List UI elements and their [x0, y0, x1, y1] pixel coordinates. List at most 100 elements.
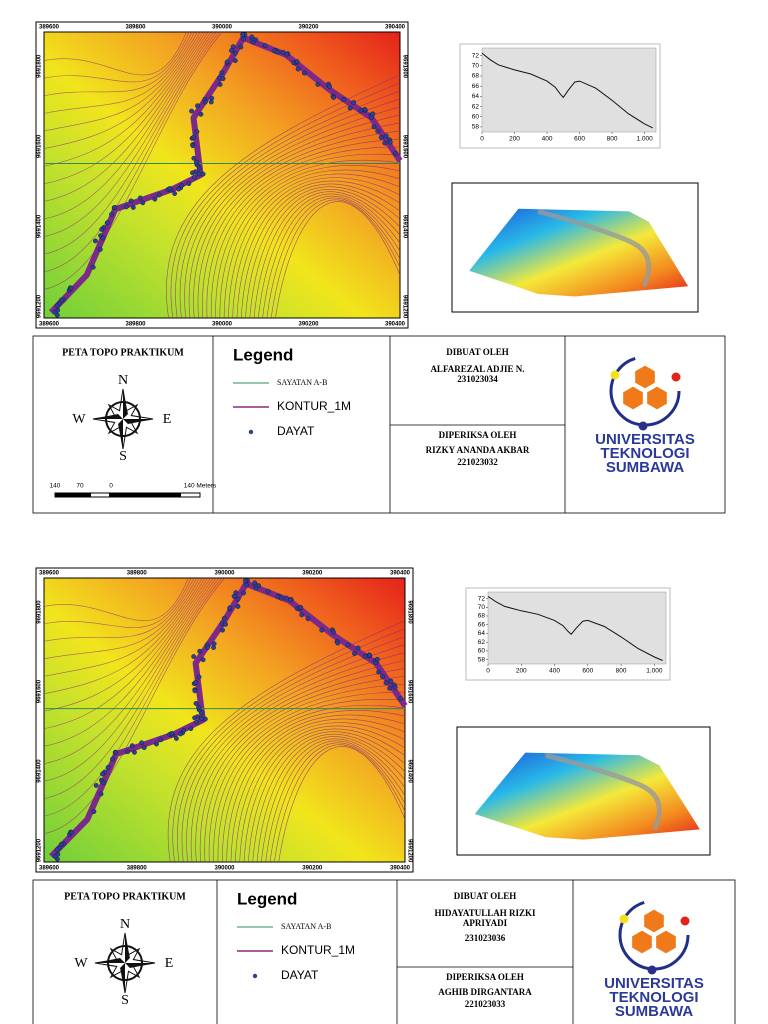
contour-line [262, 195, 401, 319]
survey-point [387, 685, 393, 691]
survey-point [211, 645, 216, 650]
survey-point [97, 247, 103, 252]
y-tick-label: 60 [478, 648, 486, 655]
survey-point [198, 111, 204, 117]
y-tick-label: 70 [472, 63, 480, 70]
survey-point [299, 612, 305, 618]
x-tick-label: 0 [486, 668, 490, 675]
survey-point [109, 211, 115, 217]
survey-point [125, 749, 130, 755]
contour-line [248, 731, 406, 863]
compass-n: N [118, 373, 128, 388]
survey-point [305, 616, 311, 622]
y-tick-label: 70 [478, 604, 486, 611]
survey-point [371, 124, 377, 130]
x-tick-label: 200 [516, 668, 527, 675]
survey-point [227, 605, 233, 611]
map-x-label: 389800 [127, 571, 148, 577]
survey-point [90, 264, 96, 270]
river [48, 34, 403, 315]
contour-line [236, 180, 401, 319]
contour-line [195, 668, 406, 863]
survey-point [280, 49, 286, 55]
map-x-label: 389600 [39, 571, 60, 577]
survey-point [193, 159, 199, 165]
survey-point [68, 285, 74, 291]
map-y-label: 9691800 [37, 54, 43, 78]
contour-line [43, 31, 206, 185]
map-x-label: 390400 [390, 571, 411, 577]
survey-point [193, 679, 199, 685]
map-x-label: 389800 [125, 25, 146, 31]
survey-point [278, 595, 284, 601]
survey-point [235, 596, 241, 602]
compass-e: E [165, 956, 174, 971]
survey-point [129, 743, 135, 749]
survey-point [196, 704, 201, 710]
survey-point [241, 36, 247, 42]
survey-point [202, 716, 208, 722]
y-tick-label: 72 [478, 595, 486, 602]
contour-line [266, 197, 401, 319]
survey-point [265, 589, 271, 594]
map-x-label: 390400 [385, 25, 406, 31]
survey-point [188, 726, 194, 731]
checked-name: AGHIB DIRGANTARA [438, 987, 532, 997]
survey-point [298, 604, 303, 610]
legend-item: SAYATAN A-B [281, 922, 331, 931]
survey-point [223, 621, 228, 627]
survey-point [351, 100, 357, 105]
contour-line [206, 146, 401, 319]
survey-point [375, 656, 380, 662]
logo-dot [638, 421, 648, 431]
map-x-label: 390200 [298, 25, 319, 31]
survey-point [174, 736, 179, 741]
contour-line [278, 746, 406, 863]
survey-point [331, 629, 336, 635]
survey-point [235, 604, 241, 609]
scale-label: 0 [109, 483, 113, 490]
university-name: TEKNOLOGI [609, 989, 698, 1006]
contour-line [43, 31, 190, 83]
contour-line [226, 714, 406, 863]
survey-point [382, 140, 388, 146]
y-tick-label: 62 [472, 103, 480, 110]
contour-line [219, 165, 401, 319]
survey-point [358, 108, 364, 114]
contour-line [43, 577, 217, 782]
legend-item: DAYAT [281, 968, 319, 982]
contour-line [235, 722, 406, 863]
map-x-label: 389600 [39, 322, 60, 328]
survey-point [387, 139, 393, 145]
contour-line [232, 177, 401, 319]
panel-frame [32, 879, 736, 1024]
map-x-label: 390000 [214, 571, 235, 577]
contour-line [275, 201, 401, 319]
survey-point [397, 696, 403, 701]
x-tick-label: 1.000 [636, 136, 653, 143]
survey-point [284, 51, 290, 57]
survey-point [315, 81, 321, 87]
survey-point [220, 627, 225, 633]
survey-point [193, 700, 199, 706]
survey-point [93, 783, 99, 788]
survey-point [140, 200, 146, 206]
contour-line [274, 744, 406, 863]
contour-line [167, 620, 406, 863]
profile-line [487, 595, 663, 661]
contour-line [239, 725, 406, 863]
survey-point [375, 128, 381, 134]
university-name: UNIVERSITAS [595, 431, 695, 448]
contour-line [228, 173, 401, 319]
survey-point [347, 105, 353, 111]
survey-point [229, 48, 234, 53]
x-tick-label: 1.000 [646, 668, 663, 675]
panel-title: PETA TOPO PRAKTIKUM [64, 891, 186, 902]
contour-line [43, 577, 214, 764]
contour-line [215, 159, 401, 319]
map-x-label: 389800 [125, 322, 146, 328]
survey-point [98, 791, 104, 797]
map-y-label: 9691800 [401, 55, 407, 79]
compass-point [125, 933, 130, 963]
contour-line [172, 628, 406, 863]
